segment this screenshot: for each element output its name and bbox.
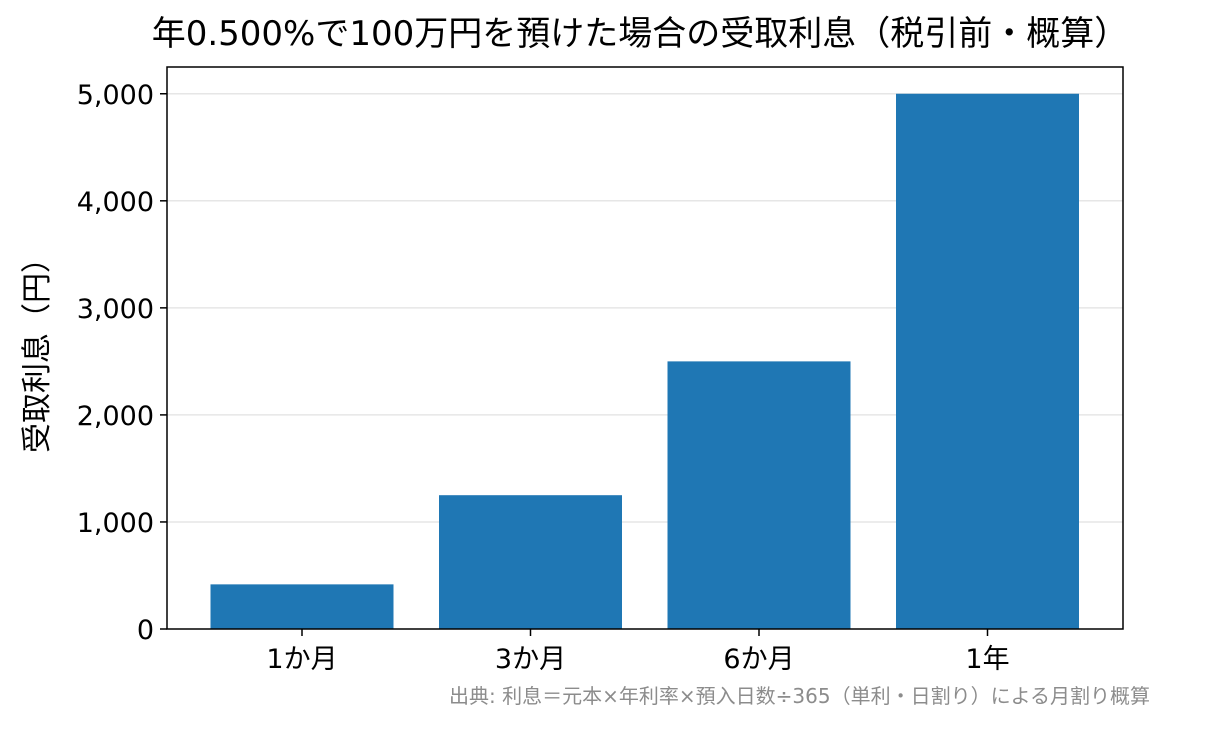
y-axis-ticks: 0 1,000 2,000 3,000 4,000 5,000 (77, 80, 167, 646)
chart-title: 年0.500%で100万円を預けた場合の受取利息（税引前・概算） (152, 14, 1129, 54)
y-axis-label: 受取利息（円） (20, 243, 55, 453)
y-tick-label: 1,000 (77, 508, 154, 539)
bar-3 (667, 361, 851, 629)
x-tick-label: 1か月 (266, 644, 337, 675)
y-tick-label: 3,000 (77, 294, 154, 325)
y-tick-label: 5,000 (77, 80, 154, 111)
bars (210, 93, 1079, 629)
x-tick-label: 3か月 (495, 644, 566, 675)
x-tick-label: 6か月 (723, 644, 794, 675)
bar-1 (210, 584, 394, 629)
bar-4 (896, 93, 1079, 629)
y-tick-label: 4,000 (77, 187, 154, 218)
x-axis-ticks: 1か月 3か月 6か月 1年 (266, 629, 1010, 675)
x-tick-label: 1年 (965, 644, 1009, 675)
y-tick-label: 2,000 (77, 401, 154, 432)
bar-2 (439, 495, 622, 629)
source-note: 出典: 利息＝元本×年利率×預入日数÷365（単利・日割り）による月割り概算 (449, 684, 1150, 708)
plot-area-frame (166, 66, 1124, 630)
y-tick-label: 0 (137, 615, 154, 646)
